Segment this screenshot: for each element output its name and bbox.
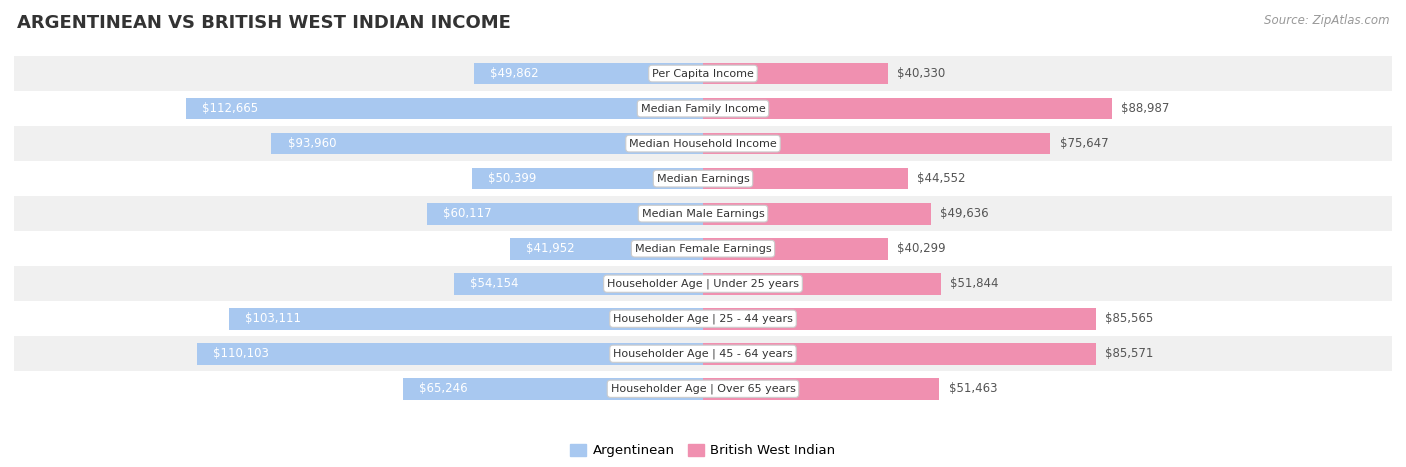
Bar [703, 378, 939, 400]
Bar [427, 203, 703, 225]
Text: $110,103: $110,103 [214, 347, 270, 360]
Text: Median Family Income: Median Family Income [641, 104, 765, 113]
Bar [14, 196, 1392, 231]
Text: $44,552: $44,552 [917, 172, 966, 185]
Text: $49,636: $49,636 [941, 207, 988, 220]
Bar [14, 91, 1392, 126]
Text: $51,463: $51,463 [949, 382, 997, 395]
Text: Per Capita Income: Per Capita Income [652, 69, 754, 78]
Bar [474, 63, 703, 85]
Text: $41,952: $41,952 [526, 242, 575, 255]
Bar [471, 168, 703, 190]
Text: Householder Age | Over 65 years: Householder Age | Over 65 years [610, 383, 796, 394]
Text: $60,117: $60,117 [443, 207, 492, 220]
Text: $85,565: $85,565 [1105, 312, 1153, 325]
Bar [14, 161, 1392, 196]
Text: $40,330: $40,330 [897, 67, 946, 80]
Text: Median Earnings: Median Earnings [657, 174, 749, 184]
Bar [454, 273, 703, 295]
Bar [703, 343, 1097, 365]
Bar [14, 266, 1392, 301]
Text: Median Male Earnings: Median Male Earnings [641, 209, 765, 219]
Text: Median Household Income: Median Household Income [628, 139, 778, 149]
Text: $50,399: $50,399 [488, 172, 536, 185]
Text: Median Female Earnings: Median Female Earnings [634, 244, 772, 254]
Bar [703, 133, 1050, 155]
Bar [14, 56, 1392, 91]
Text: $54,154: $54,154 [471, 277, 519, 290]
Bar [14, 301, 1392, 336]
Text: $40,299: $40,299 [897, 242, 946, 255]
Bar [14, 231, 1392, 266]
Bar [186, 98, 703, 120]
Text: $88,987: $88,987 [1121, 102, 1170, 115]
Legend: Argentinean, British West Indian: Argentinean, British West Indian [565, 439, 841, 463]
Text: ARGENTINEAN VS BRITISH WEST INDIAN INCOME: ARGENTINEAN VS BRITISH WEST INDIAN INCOM… [17, 14, 510, 32]
Bar [14, 371, 1392, 406]
Text: $112,665: $112,665 [201, 102, 257, 115]
Text: $49,862: $49,862 [491, 67, 538, 80]
Bar [404, 378, 703, 400]
Bar [703, 273, 941, 295]
Text: Source: ZipAtlas.com: Source: ZipAtlas.com [1264, 14, 1389, 27]
Bar [14, 126, 1392, 161]
Text: $75,647: $75,647 [1060, 137, 1108, 150]
Text: $65,246: $65,246 [419, 382, 468, 395]
Bar [703, 63, 889, 85]
Bar [703, 238, 889, 260]
Text: $93,960: $93,960 [287, 137, 336, 150]
Bar [510, 238, 703, 260]
Bar [271, 133, 703, 155]
Text: Householder Age | 25 - 44 years: Householder Age | 25 - 44 years [613, 313, 793, 324]
Bar [703, 98, 1112, 120]
Bar [703, 203, 931, 225]
Text: $103,111: $103,111 [246, 312, 301, 325]
Text: Householder Age | 45 - 64 years: Householder Age | 45 - 64 years [613, 348, 793, 359]
Bar [197, 343, 703, 365]
Bar [703, 168, 908, 190]
Bar [14, 336, 1392, 371]
Text: $51,844: $51,844 [950, 277, 998, 290]
Bar [229, 308, 703, 330]
Text: $85,571: $85,571 [1105, 347, 1153, 360]
Bar [703, 308, 1097, 330]
Text: Householder Age | Under 25 years: Householder Age | Under 25 years [607, 278, 799, 289]
